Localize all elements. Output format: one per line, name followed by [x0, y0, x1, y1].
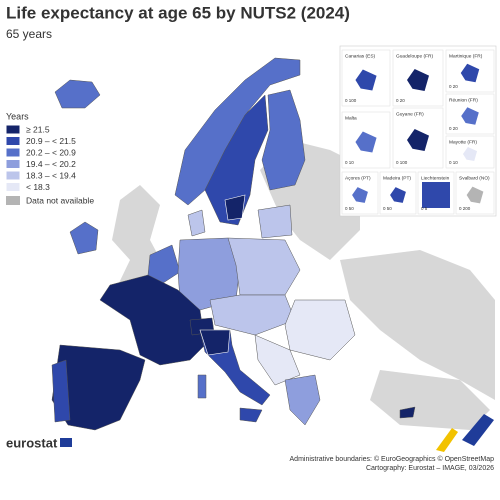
legend-swatch	[5, 170, 21, 181]
inset-scale: 0 50	[383, 206, 392, 211]
legend-title: Years	[6, 111, 29, 121]
region	[51, 359, 71, 423]
region	[197, 374, 207, 399]
inset-scale: 0 50	[345, 206, 354, 211]
inset-scale: 0 10	[345, 160, 354, 165]
inset-shape	[407, 129, 429, 151]
legend-swatch	[5, 124, 21, 135]
legend-label: 20.2 – < 20.9	[26, 147, 76, 157]
legend-label: Data not available	[26, 195, 94, 205]
inset-label: Réunion (FR)	[449, 97, 478, 103]
region	[399, 406, 416, 419]
inset-label: Madeira (PT)	[383, 175, 411, 181]
region	[147, 244, 181, 286]
region	[199, 329, 231, 356]
inset-label: Mayotte (FR)	[449, 139, 477, 145]
inset-scale: 0 20	[396, 98, 405, 103]
eu-flag	[60, 438, 72, 447]
inset-scale: 0 20	[449, 84, 458, 89]
inset-label: Guadeloupe (FR)	[396, 53, 433, 59]
legend-swatch	[5, 147, 21, 158]
inset-shape	[390, 187, 406, 203]
inset-shape	[462, 146, 478, 162]
legend-label: < 18.3	[26, 182, 50, 192]
legend-swatch	[5, 182, 21, 192]
legend: Years ≥ 21.5 20.9 – < 21.520.2 – < 20.9 19…	[5, 111, 94, 205]
source-line: Cartography: Eurostat – IMAGE, 03/2026	[366, 465, 494, 472]
header: Life expectancy at age 65 by NUTS2 (2024…	[6, 3, 350, 41]
region	[227, 237, 301, 296]
inset-scale: 0 20	[449, 126, 458, 131]
inset-label: Açores (PT)	[345, 175, 371, 181]
region	[284, 374, 321, 426]
inset-shape	[407, 69, 429, 91]
legend-label: 18.3 – < 19.4	[26, 170, 76, 180]
region	[257, 204, 293, 239]
logo-text: eurostat	[6, 435, 58, 450]
inset-scale: 0 10	[449, 160, 458, 165]
insets-panel: Canarias (ES) 0 100 Guadeloupe (FR) 0 20 Mar…	[339, 45, 497, 217]
region	[187, 209, 206, 237]
subtitle: 65 years	[6, 27, 52, 41]
inset-label: Svalbard (NO)	[459, 175, 490, 181]
region	[224, 194, 246, 221]
inset-shape	[355, 131, 377, 153]
inset-shape	[460, 63, 480, 83]
inset-label: Canarias (ES)	[345, 53, 376, 59]
region	[209, 294, 296, 336]
region	[284, 299, 356, 361]
inset-shape	[466, 186, 484, 204]
legend-label: 20.9 – < 21.5	[26, 136, 76, 146]
land-grey	[340, 250, 495, 400]
inset-shape	[352, 187, 368, 203]
inset-frame	[445, 135, 495, 169]
logo-shape	[436, 428, 458, 452]
inset-label: Malta	[345, 115, 357, 121]
inset-scale: 0 200	[459, 206, 471, 211]
legend-swatch	[5, 159, 21, 169]
footer: eurostat Administrative boundaries: © Eu…	[6, 414, 494, 472]
inset-scale: 0 100	[396, 160, 408, 165]
legend-swatch	[5, 136, 21, 146]
inset-shape	[422, 182, 450, 208]
region	[239, 407, 263, 423]
inset-shape	[461, 107, 479, 125]
region	[99, 274, 206, 366]
title: Life expectancy at age 65 by NUTS2 (2024…	[6, 3, 350, 22]
inset-scale: 0 100	[345, 98, 357, 103]
logo-shape	[462, 414, 494, 446]
legend-label: 19.4 – < 20.2	[26, 159, 76, 169]
inset-label: Martinique (FR)	[449, 53, 483, 59]
inset-label: Guyane (FR)	[396, 111, 424, 117]
legend-swatch	[6, 196, 20, 205]
region	[54, 79, 101, 109]
inset-shape	[355, 69, 377, 91]
region	[261, 89, 306, 191]
source-line: Administrative boundaries: © EuroGeograp…	[290, 455, 495, 463]
region	[69, 221, 99, 255]
inset-label: Liechtenstein	[421, 175, 450, 181]
region	[204, 94, 269, 226]
inset-scale: 0 5	[421, 206, 428, 211]
map	[51, 57, 495, 431]
legend-label: ≥ 21.5	[26, 124, 50, 134]
